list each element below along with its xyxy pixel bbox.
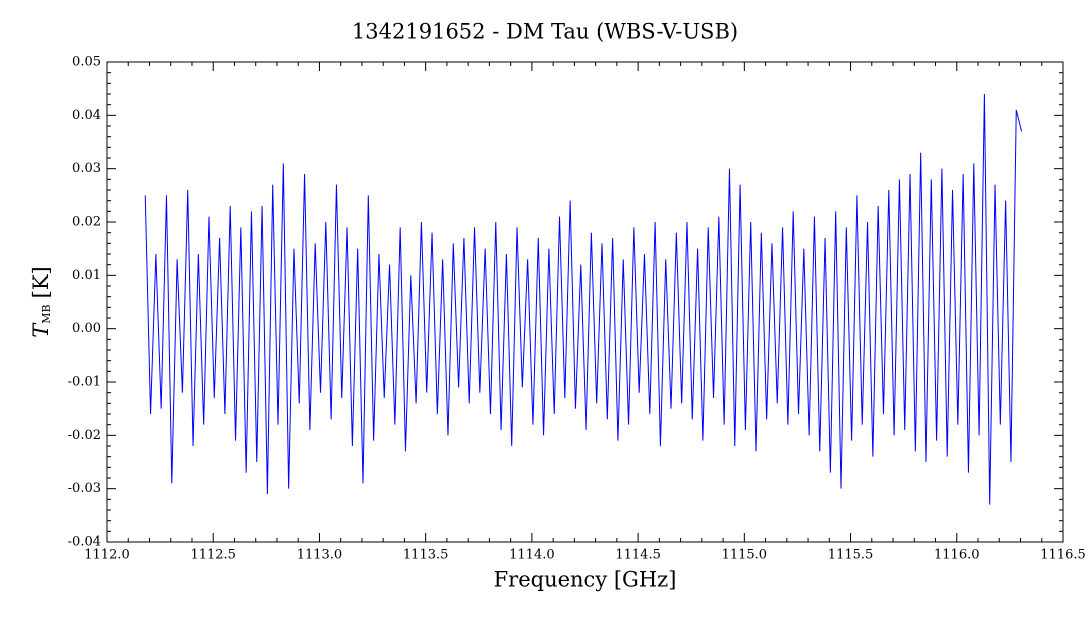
y-axis-label: TMB [K] — [29, 266, 54, 337]
y-label-symbol: T — [29, 322, 53, 338]
y-tick-label: 0.04 — [72, 108, 101, 123]
x-tick-label: 1115.0 — [722, 548, 768, 563]
y-tick-label: 0.00 — [72, 321, 101, 336]
x-tick-label: 1114.5 — [615, 548, 661, 563]
x-tick-label: 1116.5 — [1040, 548, 1086, 563]
y-label-subscript: MB — [40, 304, 53, 323]
y-tick-label: -0.03 — [68, 481, 101, 496]
x-tick-label: 1115.5 — [828, 548, 874, 563]
y-tick-label: 0.01 — [72, 268, 101, 283]
y-tick-label: 0.03 — [72, 161, 101, 176]
y-label-unit: [K] — [29, 266, 53, 298]
y-tick-label: 0.02 — [72, 215, 101, 230]
x-tick-label: 1112.0 — [84, 548, 130, 563]
plot-frame — [106, 61, 1064, 543]
chart-title: 1342191652 - DM Tau (WBS-V-USB) — [352, 20, 738, 44]
spectrum-line — [144, 93, 1023, 505]
y-tick-label: -0.02 — [68, 428, 101, 443]
x-tick-label: 1116.0 — [934, 548, 980, 563]
y-tick-label: 0.05 — [72, 55, 101, 70]
x-tick-label: 1114.0 — [509, 548, 555, 563]
x-axis-label: Frequency [GHz] — [494, 568, 677, 592]
x-tick-label: 1113.5 — [403, 548, 449, 563]
y-tick-label: -0.04 — [68, 535, 101, 550]
x-tick-label: 1113.0 — [297, 548, 343, 563]
y-tick-label: -0.01 — [68, 375, 101, 390]
x-tick-label: 1112.5 — [190, 548, 236, 563]
